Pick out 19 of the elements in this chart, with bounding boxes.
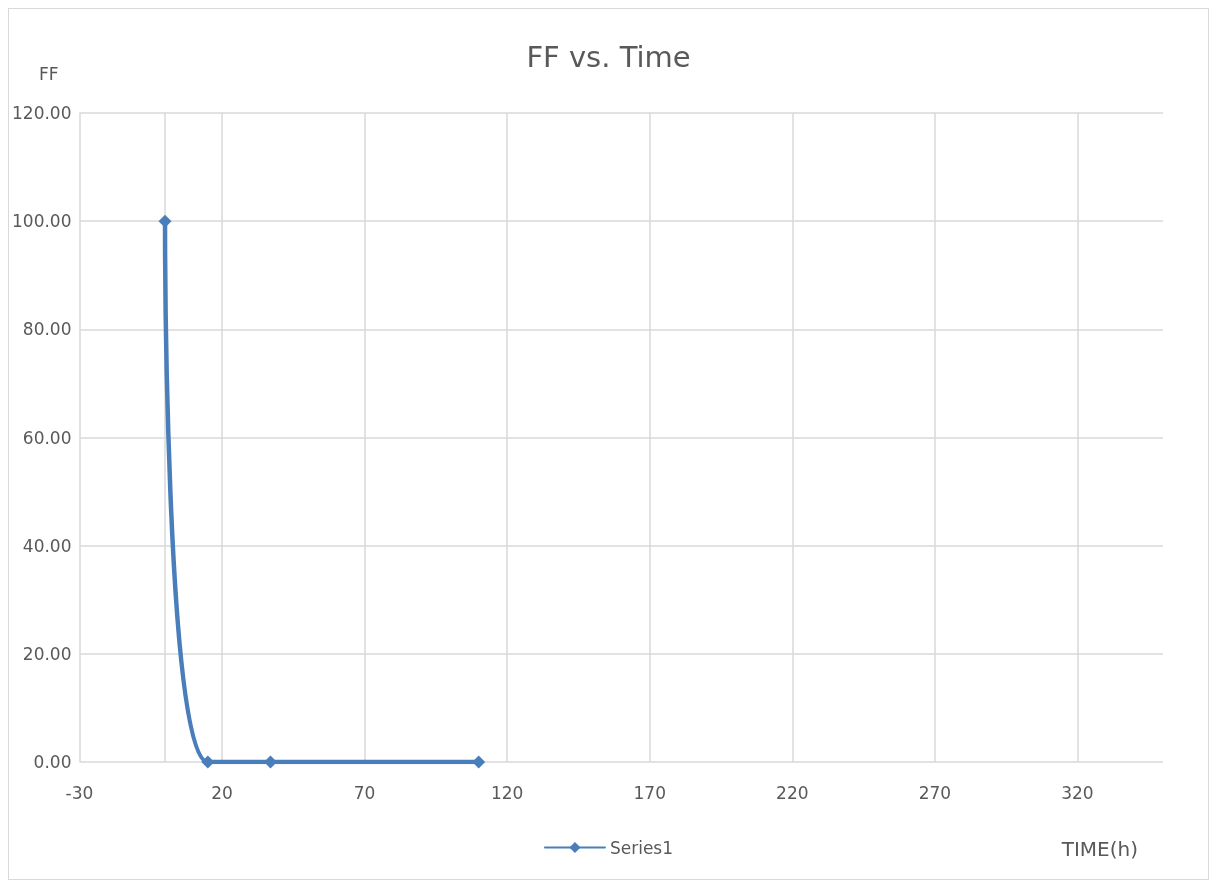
chart-title: FF vs. Time bbox=[526, 39, 691, 74]
y-tick-label: 0.00 bbox=[33, 752, 72, 772]
x-tick-label: 170 bbox=[633, 782, 666, 803]
y-tick-label: 100.00 bbox=[12, 211, 72, 232]
y-tick-label: 60.00 bbox=[22, 427, 72, 448]
x-axis-title: TIME(h) bbox=[1060, 837, 1139, 861]
x-tick-label: 20 bbox=[211, 782, 233, 803]
legend-label: Series1 bbox=[609, 837, 674, 858]
y-tick-label: 20.00 bbox=[22, 643, 72, 664]
x-tick-label: 270 bbox=[918, 782, 952, 803]
y-axis-title: FF bbox=[39, 63, 59, 84]
x-tick-label: 220 bbox=[776, 782, 809, 803]
x-tick-label: 320 bbox=[1061, 782, 1094, 803]
y-tick-label: 120.00 bbox=[12, 103, 72, 123]
x-tick-label: 120 bbox=[490, 782, 524, 803]
x-tick-label: -30 bbox=[65, 782, 94, 803]
y-tick-label: 40.00 bbox=[22, 535, 72, 556]
x-tick-label: 70 bbox=[353, 782, 376, 803]
y-tick-label: 80.00 bbox=[22, 319, 72, 340]
